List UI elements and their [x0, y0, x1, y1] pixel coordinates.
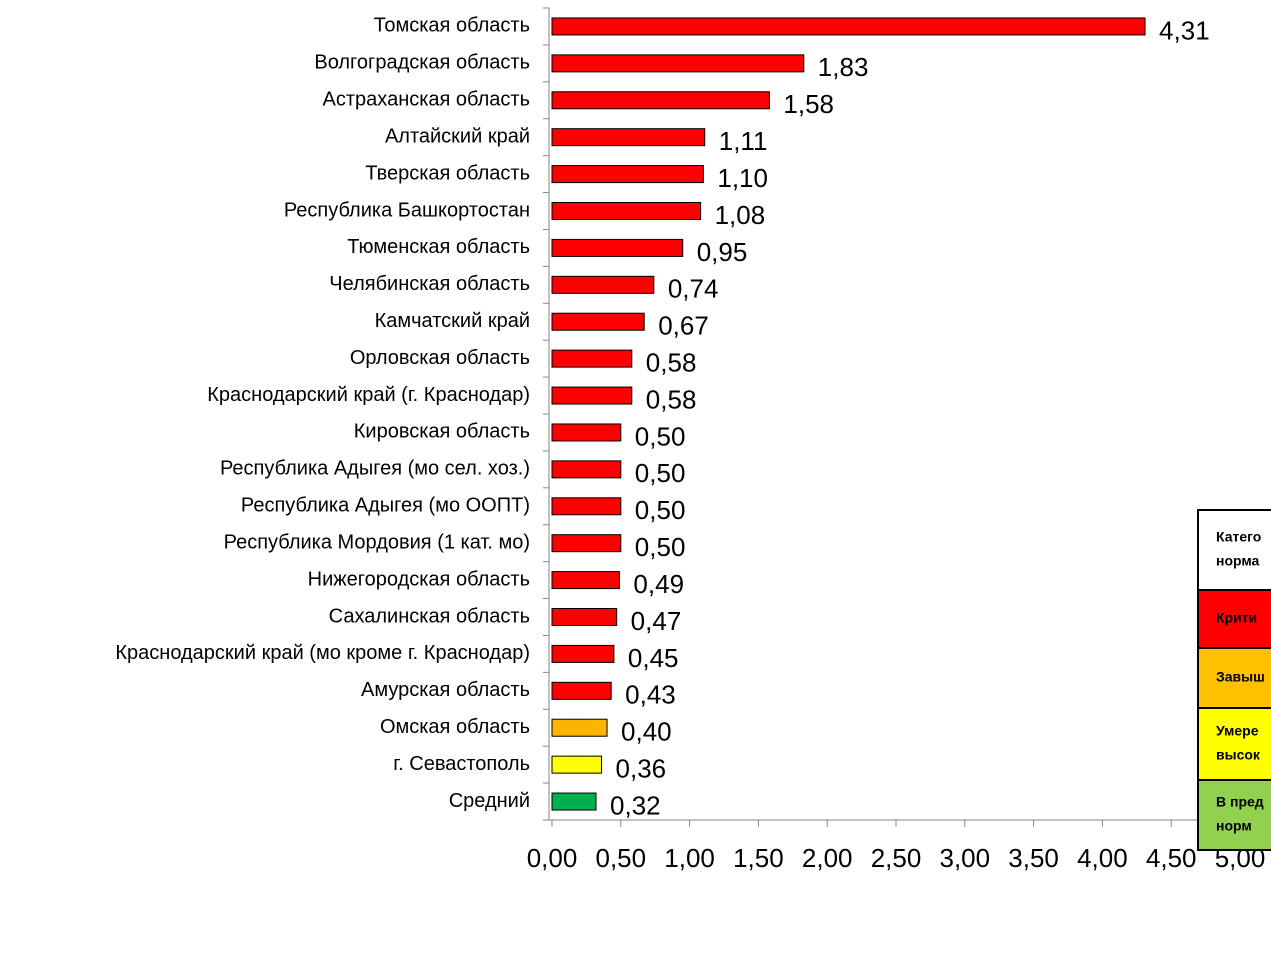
legend-text: высок	[1216, 747, 1261, 763]
category-label: Камчатский край	[375, 310, 530, 332]
value-label: 1,83	[818, 52, 869, 82]
x-tick-label: 3,00	[939, 843, 990, 873]
category-label: Орловская область	[350, 347, 530, 369]
value-label: 0,45	[628, 643, 679, 673]
category-label: Астраханская область	[323, 89, 530, 111]
category-label: Краснодарский край (г. Краснодар)	[207, 384, 530, 406]
category-label: г. Севастополь	[393, 753, 530, 775]
bar	[551, 128, 706, 147]
bar	[551, 608, 618, 626]
category-label: Кировская область	[354, 421, 530, 443]
x-tick-label: 0,50	[595, 843, 646, 873]
value-label: 1,08	[715, 200, 766, 230]
x-tick-label: 2,00	[802, 843, 853, 873]
value-label: 0,49	[633, 569, 684, 599]
bar	[551, 534, 622, 553]
bar	[551, 571, 620, 590]
legend-text: В пред	[1216, 794, 1264, 810]
category-label: Нижегородская область	[308, 568, 530, 590]
x-tick-label: 1,00	[664, 843, 715, 873]
bar	[551, 460, 622, 479]
legend-text: Завыш	[1216, 669, 1265, 685]
value-label: 0,50	[635, 532, 686, 562]
category-label: Алтайский край	[385, 125, 530, 147]
bar	[551, 238, 684, 257]
value-label: 0,32	[610, 790, 661, 820]
category-label: Республика Мордовия (1 кат. мо)	[224, 531, 530, 553]
value-label: 0,50	[635, 495, 686, 525]
legend-text: Крити	[1216, 610, 1257, 626]
value-label: 0,47	[631, 606, 682, 636]
category-label: Челябинская область	[329, 273, 530, 295]
x-tick-label: 1,50	[733, 843, 784, 873]
bar	[551, 792, 597, 811]
value-label: 0,43	[625, 680, 676, 710]
value-label: 0,95	[697, 237, 748, 267]
category-label: Омская область	[380, 716, 530, 738]
bar	[551, 755, 603, 774]
x-tick-label: 4,50	[1146, 843, 1197, 873]
x-tick-label: 4,00	[1077, 843, 1128, 873]
value-label: 4,31	[1159, 15, 1210, 45]
value-label: 0,40	[621, 717, 672, 747]
value-label: 0,67	[658, 311, 709, 341]
category-label: Республика Адыгея (мо сел. хоз.)	[220, 458, 530, 480]
bar	[551, 202, 702, 220]
bar	[551, 718, 608, 737]
category-label: Сахалинская область	[329, 605, 530, 627]
legend-cell	[1197, 509, 1271, 591]
bar	[551, 349, 633, 368]
bar	[551, 644, 615, 663]
category-label: Волгоградская область	[314, 52, 530, 74]
bar	[551, 386, 633, 405]
legend-text: Умере	[1216, 723, 1259, 739]
legend-cell	[1197, 779, 1271, 851]
category-label: Амурская область	[361, 679, 530, 701]
value-label: 1,11	[719, 126, 768, 156]
category-label: Тюменская область	[347, 236, 530, 258]
category-label: Республика Башкортостан	[284, 199, 530, 221]
value-label: 0,58	[646, 384, 697, 414]
bar	[551, 681, 612, 700]
category-label: Краснодарский край (мо кроме г. Краснода…	[115, 642, 530, 664]
category-label: Средний	[449, 790, 530, 812]
legend-text: норм	[1216, 818, 1252, 834]
value-label: 0,58	[646, 348, 697, 378]
bar	[551, 17, 1146, 36]
value-label: 0,50	[635, 458, 686, 488]
bar	[551, 91, 770, 110]
bar	[551, 275, 655, 294]
bar	[551, 497, 622, 516]
x-tick-label: 2,50	[871, 843, 922, 873]
x-tick-label: 0,00	[527, 843, 578, 873]
legend-cell	[1197, 589, 1271, 649]
value-label: 0,50	[635, 421, 686, 451]
bar	[551, 423, 622, 442]
value-label: 1,10	[717, 163, 768, 193]
value-label: 0,36	[616, 754, 667, 784]
bar	[551, 312, 645, 331]
bar	[551, 165, 704, 184]
bar	[551, 54, 805, 73]
value-label: 1,58	[783, 89, 834, 119]
category-label: Тверская область	[365, 162, 530, 184]
legend-text: норма	[1216, 553, 1260, 569]
value-label: 0,74	[668, 274, 719, 304]
legend-text: Катего	[1216, 529, 1261, 545]
legend-cell	[1197, 707, 1271, 781]
x-tick-label: 3,50	[1008, 843, 1059, 873]
category-label: Томская область	[374, 15, 530, 37]
category-label: Республика Адыгея (мо ООПТ)	[241, 495, 530, 517]
